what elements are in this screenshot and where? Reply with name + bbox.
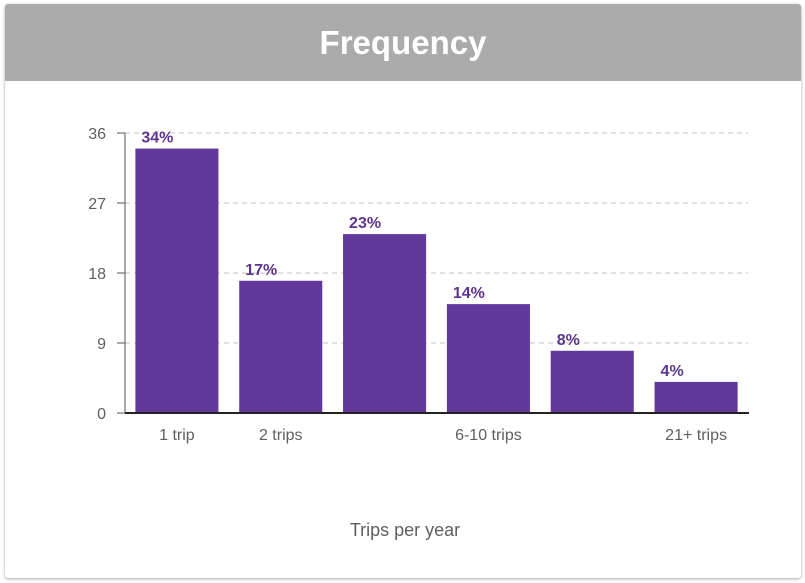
bar bbox=[654, 381, 738, 413]
bar-data-label: 4% bbox=[661, 363, 684, 380]
chart-title: Frequency bbox=[319, 23, 487, 61]
x-tick-label: 2 trips bbox=[259, 427, 303, 444]
y-tick-label: 36 bbox=[88, 126, 106, 143]
x-tick-label: 21+ trips bbox=[665, 427, 727, 444]
bar-data-label: 23% bbox=[349, 215, 381, 232]
bar bbox=[550, 350, 634, 413]
chart-header: Frequency bbox=[5, 4, 801, 81]
gridlines bbox=[125, 132, 748, 344]
y-tick-label: 27 bbox=[88, 196, 106, 213]
bar bbox=[135, 148, 219, 414]
x-axis-title: Trips per year bbox=[350, 520, 460, 540]
bar bbox=[239, 280, 323, 413]
data-labels: 34% 17% 23% 14% 8% 4% bbox=[141, 130, 683, 380]
bar bbox=[343, 234, 427, 413]
x-tick-label: 6-10 trips bbox=[455, 427, 522, 444]
bar bbox=[446, 304, 530, 413]
y-tick-label: 18 bbox=[88, 266, 106, 283]
bar-data-label: 14% bbox=[453, 285, 485, 302]
bar-data-label: 34% bbox=[141, 130, 173, 147]
y-tick-label: 9 bbox=[97, 336, 106, 353]
bars bbox=[135, 148, 738, 414]
x-tick-label: 1 trip bbox=[159, 427, 195, 444]
y-tick-label: 0 bbox=[97, 406, 106, 423]
axes: 0 9 18 27 36 1 trip 2 trips 6-10 trips 21+ trips bbox=[88, 126, 749, 444]
bar-data-label: 8% bbox=[557, 332, 580, 349]
bar-data-label: 17% bbox=[245, 262, 277, 279]
